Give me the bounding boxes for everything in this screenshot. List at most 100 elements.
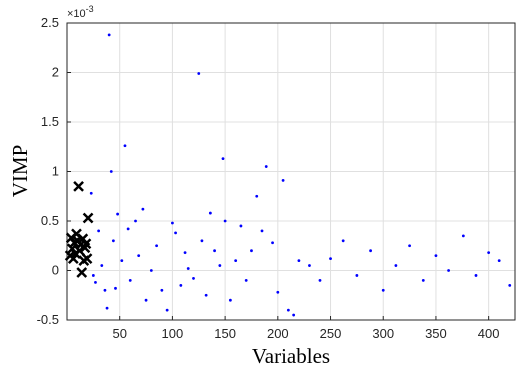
data-point-dot [204,293,208,297]
data-point-dot [281,179,285,182]
data-point-cross [80,238,92,250]
data-point-dot [111,239,115,243]
data-point-dot [186,267,190,270]
data-point-cross [77,233,89,245]
data-point-dot [174,231,177,235]
data-point-dot [474,274,478,277]
data-point-dot [91,274,95,277]
data-point-dot [447,269,450,272]
data-point-cross [82,212,94,224]
data-point-dot [134,219,137,223]
data-point-dot [250,249,253,253]
tick-labels: 50 100 150 200 250 300 350 400 -0.5 0 0.5 1 1.5 2 2.5 [37,15,500,341]
data-point-dot [308,264,311,267]
data-point-dot [497,259,501,262]
data-point-dot [120,259,124,262]
y-axis-title: VIMP [8,145,32,198]
x-tick-label: 150 [214,326,236,341]
data-point-dot [228,298,232,302]
data-point-dot [103,288,107,292]
data-point-cross [81,253,93,265]
data-point-dot [141,207,145,211]
x-tick-label: 200 [267,326,289,341]
data-point-dot [408,244,411,248]
data-point-dot [292,313,296,317]
x-tick-label: 350 [425,326,447,341]
data-point-dot [200,239,204,243]
data-point-dot [160,288,164,292]
data-point-dot [128,279,132,282]
data-point-dot [369,249,372,253]
data-point-dot [271,241,274,245]
data-point-cross [73,180,84,192]
data-point-dot [97,229,101,233]
data-point-dot [508,283,512,287]
data-point-dot [239,224,243,228]
series-vimp-dots [89,33,512,317]
x-tick-label: 50 [112,326,126,341]
data-point-dot [487,251,491,255]
data-point-dot [255,194,259,198]
y-tick-label: 2.5 [41,15,59,30]
data-point-dot [116,212,119,216]
data-point-dot [434,254,438,258]
x-tick-label: 400 [478,326,500,341]
data-point-dot [218,264,222,267]
data-point-dot [421,279,425,282]
data-point-dot [155,244,159,248]
y-exponent-label: ×10-3 [67,4,94,20]
data-point-dot [381,288,385,292]
data-point-dot [329,257,332,261]
axes [66,22,516,321]
y-tick-label: 1.5 [41,114,59,129]
y-tick-label: 2 [52,65,59,80]
data-point-dot [208,211,212,215]
y-tick-label: 0.5 [41,213,59,228]
data-point-dot [223,219,227,223]
data-point-dot [234,259,238,262]
data-point-dot [221,157,225,161]
x-axis-title: Variables [252,344,330,368]
x-tick-label: 250 [320,326,342,341]
data-point-dot [165,308,169,312]
y-tick-label: 1 [52,164,59,179]
data-point-dot [149,269,153,272]
x-tick-label: 300 [372,326,394,341]
data-point-dot [276,290,280,294]
data-point-dot [137,254,141,258]
data-point-dot [183,251,187,255]
data-point-dot [89,191,93,195]
data-point-dot [192,277,195,280]
data-point-dot [123,144,127,148]
data-point-dot [286,308,290,312]
data-point-dot [197,72,201,75]
data-point-dot [394,264,398,267]
data-point-dot [213,249,216,253]
data-point-cross [76,267,88,278]
data-point-dot [461,234,465,238]
data-point-dot [179,283,183,287]
data-point-dot [355,274,359,277]
data-point-dot [144,298,148,302]
data-point-dot [114,286,117,290]
data-point-dot [94,280,97,284]
data-point-dot [297,259,301,262]
data-point-dot [264,165,268,168]
plot-frame [66,22,516,321]
data-point-dot [260,229,264,233]
data-point-dot [171,221,174,225]
series-selected-crosses [64,180,94,278]
data-point-dot [109,170,113,173]
data-point-dot [105,306,109,310]
data-point-dot [100,264,104,267]
data-point-cross [66,243,78,255]
data-point-dot [318,279,322,282]
y-tick-label: 0 [52,263,59,278]
y-tick-label: -0.5 [37,312,59,327]
data-point-dot [341,239,345,243]
x-tick-label: 100 [162,326,184,341]
data-point-dot [107,33,111,37]
data-point-dot [126,227,130,231]
data-point-dot [244,279,248,282]
